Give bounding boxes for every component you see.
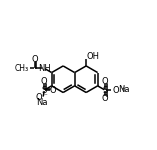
Text: OH: OH [87,52,100,61]
Text: S: S [41,86,47,95]
Text: Na: Na [118,85,130,94]
Text: O: O [31,55,38,64]
Text: O: O [113,86,119,95]
Text: NH: NH [38,64,51,73]
Text: ⁻: ⁻ [44,93,47,99]
Text: O: O [35,93,42,102]
Text: +: + [120,86,126,91]
Text: O: O [41,77,47,86]
Text: O: O [102,77,108,86]
Text: S: S [103,86,108,95]
Text: ⁻: ⁻ [114,86,118,91]
Text: O: O [102,94,108,103]
Text: Na: Na [36,98,48,107]
Text: CH₃: CH₃ [14,64,28,73]
Text: O: O [49,86,56,95]
